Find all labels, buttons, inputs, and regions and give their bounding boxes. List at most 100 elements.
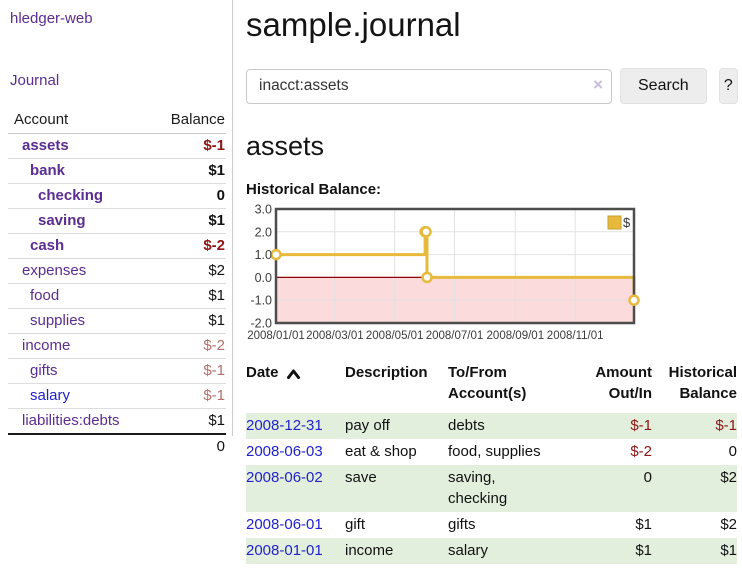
account-link[interactable]: checking bbox=[38, 187, 104, 204]
accounts-total-row: 0 bbox=[8, 433, 226, 459]
register-date-cell: 2008-06-01 bbox=[246, 512, 345, 538]
data-point bbox=[420, 226, 432, 238]
sidebar: hledger-web Journal Account Balance asse… bbox=[0, 0, 232, 459]
register-row: 2008-06-03 eat & shop food, supplies $-2 0 bbox=[246, 439, 737, 465]
account-row: salary $-1 bbox=[8, 383, 226, 409]
account-link[interactable]: cash bbox=[30, 237, 65, 254]
account-link[interactable]: saving bbox=[38, 212, 86, 229]
search-button[interactable]: Search bbox=[620, 68, 707, 104]
account-row: bank $1 bbox=[8, 158, 226, 184]
account-balance: 0 bbox=[148, 183, 226, 209]
register-accounts-cell: saving, checking bbox=[448, 469, 508, 507]
register-date-cell: 2008-01-01 bbox=[246, 538, 345, 564]
account-row: liabilities:debts $1 bbox=[8, 408, 226, 434]
transaction-date-link[interactable]: 2008-06-01 bbox=[246, 516, 323, 533]
data-point bbox=[421, 271, 433, 284]
account-balance: $-1 bbox=[148, 383, 226, 409]
page-title: sample.journal bbox=[246, 6, 461, 43]
transaction-date-link[interactable]: 2008-06-02 bbox=[246, 469, 323, 486]
x-tick-label: 2008/01/01 bbox=[247, 330, 305, 342]
app-title-link[interactable]: hledger-web bbox=[10, 10, 93, 27]
transaction-date-link[interactable]: 2008-12-31 bbox=[246, 417, 323, 434]
accounts-body: assets $-1 bank $1 checking 0 saving $1 cash $-2 e… bbox=[8, 134, 226, 434]
register-accounts-cell: debts bbox=[448, 417, 485, 434]
register-amount-cell: $-2 bbox=[630, 443, 652, 460]
chart-title: Historical Balance: bbox=[246, 181, 382, 198]
account-balance: $1 bbox=[148, 158, 226, 184]
account-row: expenses $2 bbox=[8, 258, 226, 284]
account-link[interactable]: liabilities:debts bbox=[22, 412, 120, 429]
legend-swatch bbox=[607, 215, 622, 230]
account-link[interactable]: food bbox=[30, 287, 60, 304]
column-header-date[interactable]: Date bbox=[246, 360, 345, 413]
main-content: sample.journal × Search ? assets Histori… bbox=[246, 0, 738, 564]
x-tick-label: 2008/03/01 bbox=[306, 330, 364, 342]
help-button[interactable]: ? bbox=[718, 68, 738, 104]
register-amount-cell: $1 bbox=[635, 542, 652, 559]
accounts-total-value: 0 bbox=[148, 433, 226, 459]
account-link[interactable]: expenses bbox=[22, 262, 87, 279]
transaction-date-link[interactable]: 2008-01-01 bbox=[246, 542, 323, 559]
register-row: 2008-01-01 income salary $1 $1 bbox=[246, 538, 737, 564]
account-row: assets $-1 bbox=[8, 134, 226, 159]
search-input[interactable] bbox=[246, 68, 612, 104]
register-description-cell: save bbox=[345, 469, 377, 486]
account-balance: $1 bbox=[148, 408, 226, 434]
account-balance: $-2 bbox=[148, 233, 226, 259]
account-balance: $1 bbox=[148, 208, 226, 234]
x-tick-label: 2008/05/01 bbox=[366, 330, 424, 342]
y-tick-label: 3.0 bbox=[255, 203, 272, 217]
sidebar-divider bbox=[232, 0, 233, 436]
register-accounts-cell: gifts bbox=[448, 516, 476, 533]
register-description-cell: pay off bbox=[345, 417, 390, 434]
account-link[interactable]: bank bbox=[30, 162, 66, 179]
account-link[interactable]: assets bbox=[22, 137, 69, 154]
account-balance: $1 bbox=[148, 308, 226, 334]
register-balance-cell: $-1 bbox=[715, 417, 737, 434]
x-tick-label: 2008/11/01 bbox=[547, 330, 604, 342]
register-row: 2008-12-31 pay off debts $-1 $-1 bbox=[246, 413, 737, 439]
account-row: supplies $1 bbox=[8, 308, 226, 334]
account-row: cash $-2 bbox=[8, 233, 226, 259]
register-table: Date Description To/From Account(s) Amou… bbox=[246, 360, 737, 564]
register-description-cell: eat & shop bbox=[345, 443, 417, 460]
account-row: checking 0 bbox=[8, 183, 226, 209]
search-form: × Search ? bbox=[246, 68, 738, 104]
accounts-table: Account Balance assets $-1 bank $1 checking 0… bbox=[8, 108, 226, 459]
account-link[interactable]: supplies bbox=[30, 312, 86, 329]
plot-border bbox=[274, 207, 636, 325]
clear-search-icon[interactable]: × bbox=[593, 74, 603, 94]
register-amount-cell: 0 bbox=[643, 469, 652, 486]
register-row: 2008-06-02 save saving, checking 0 $2 bbox=[246, 465, 737, 512]
accounts-header-balance: Balance bbox=[148, 108, 226, 134]
sidebar-item-journal[interactable]: Journal bbox=[10, 72, 60, 89]
register-description-cell: gift bbox=[345, 516, 366, 533]
register-date-cell: 2008-12-31 bbox=[246, 413, 345, 439]
x-tick-label: 2008/09/01 bbox=[487, 330, 545, 342]
column-header-accounts: To/From Account(s) bbox=[448, 364, 527, 402]
transaction-date-link[interactable]: 2008-06-03 bbox=[246, 443, 323, 460]
account-balance: $1 bbox=[148, 283, 226, 309]
account-title: assets bbox=[246, 131, 325, 161]
search-input-wrap: × bbox=[246, 68, 612, 104]
account-row: food $1 bbox=[8, 283, 226, 309]
register-row: 2008-06-01 gift gifts $1 $2 bbox=[246, 512, 737, 538]
account-balance: $-2 bbox=[148, 333, 226, 359]
account-link[interactable]: salary bbox=[30, 387, 71, 404]
register-body: 2008-12-31 pay off debts $-1 $-1 2008-06-03 ea… bbox=[246, 413, 737, 564]
y-tick-label: 0.0 bbox=[255, 271, 272, 285]
register-description-cell: income bbox=[345, 542, 394, 559]
register-balance-cell: $2 bbox=[720, 516, 737, 533]
column-header-amount: Amount Out/In bbox=[595, 364, 652, 402]
register-amount-cell: $-1 bbox=[630, 417, 652, 434]
column-label-date: Date bbox=[246, 364, 279, 381]
y-tick-label: -1.0 bbox=[250, 294, 272, 308]
account-link[interactable]: gifts bbox=[30, 362, 58, 379]
account-row: saving $1 bbox=[8, 208, 226, 234]
register-header-row: Date Description To/From Account(s) Amou… bbox=[246, 360, 737, 413]
account-balance: $2 bbox=[148, 258, 226, 284]
y-tick-label: 1.0 bbox=[255, 248, 272, 262]
account-link[interactable]: income bbox=[22, 337, 71, 354]
account-row: income $-2 bbox=[8, 333, 226, 359]
